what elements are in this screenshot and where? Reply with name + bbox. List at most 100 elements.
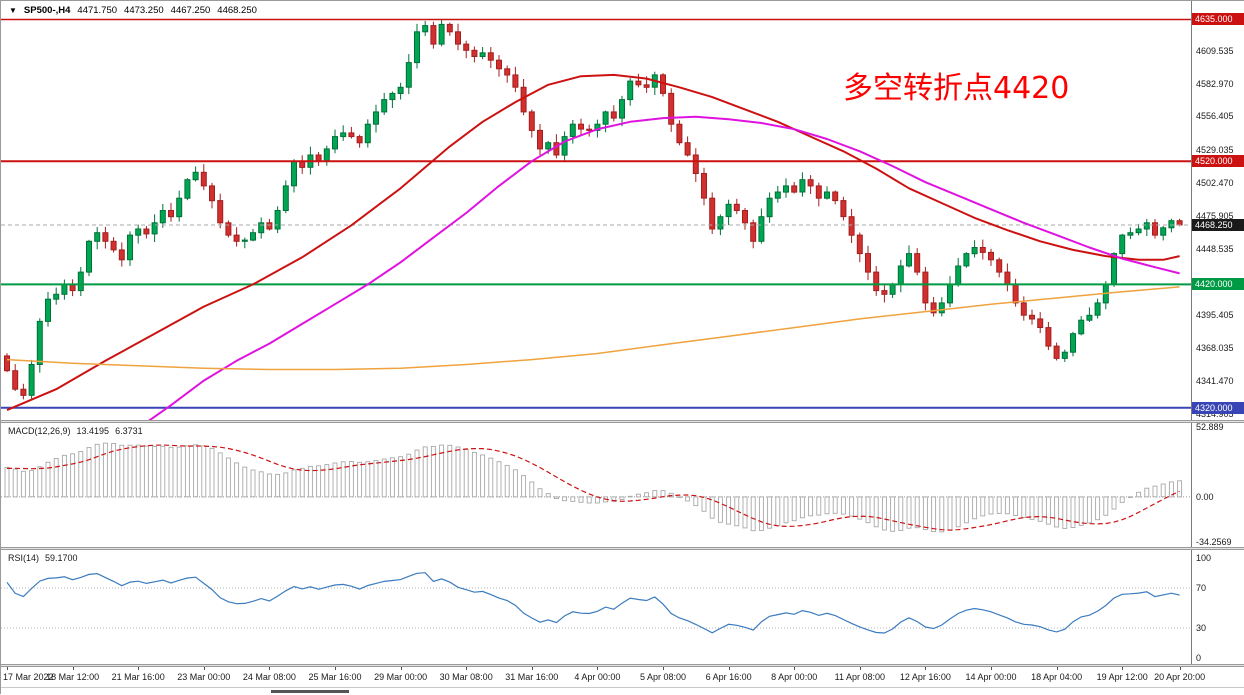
price-chart-panel: ▼ SP500-,H4 4471.750 4473.250 4467.250 4… <box>1 1 1191 420</box>
macd-histogram-bar <box>1136 491 1142 498</box>
time-tick <box>203 667 205 670</box>
price-badge: 4520.000 <box>1192 155 1244 168</box>
time-label: 11 Apr 08:00 <box>834 672 885 682</box>
macd-histogram-bar <box>996 496 1002 514</box>
macd-histogram-bar <box>455 446 461 498</box>
candle-bull <box>389 92 396 101</box>
macd-chart-canvas[interactable] <box>1 423 1191 547</box>
panel-splitter-1[interactable] <box>1 420 1244 423</box>
panel-splitter-2[interactable] <box>1 547 1244 550</box>
candle-bear <box>348 132 355 138</box>
candle-bear <box>4 355 10 372</box>
candle-bull <box>397 86 404 95</box>
candlestick-chart-canvas[interactable] <box>1 1 1191 420</box>
macd-histogram-bar <box>504 464 510 498</box>
rsi-axis[interactable]: 100 70 30 0 <box>1191 550 1244 664</box>
macd-histogram-bar <box>644 492 650 498</box>
time-tick <box>728 667 730 670</box>
macd-signal-value: 6.3731 <box>115 426 143 436</box>
quote-low: 4467.250 <box>170 5 211 16</box>
macd-histogram-bar <box>742 496 748 529</box>
candle-bull <box>1070 333 1076 353</box>
time-label: 5 Apr 08:00 <box>639 672 687 682</box>
candle-bear <box>807 179 814 187</box>
time-tick <box>663 667 664 670</box>
macd-histogram-bar <box>512 469 518 498</box>
macd-histogram-bar <box>816 496 822 516</box>
rsi-panel: RSI(14) 59.1700 <box>1 550 1191 664</box>
candle-bull <box>725 203 732 218</box>
candle-bear <box>914 253 921 273</box>
macd-histogram-bar <box>1054 496 1060 528</box>
macd-histogram-bar <box>537 488 543 498</box>
macd-histogram-bar <box>562 496 568 502</box>
time-tick <box>72 667 74 670</box>
macd-histogram-bar <box>45 461 51 498</box>
macd-histogram-bar <box>931 496 937 533</box>
horizontal-scrollbar-thumb[interactable] <box>271 690 349 693</box>
candle-bull <box>94 232 101 242</box>
candle-bear <box>832 191 839 202</box>
candle-bull <box>86 240 92 273</box>
price-badge: 4468.250 <box>1192 218 1244 231</box>
candle-bull <box>373 111 379 125</box>
rsi-scale-tick: 30 <box>1196 623 1207 633</box>
time-label: 17 Mar 2022 <box>3 672 54 682</box>
candle-bull <box>955 265 962 285</box>
macd-histogram-bar <box>717 496 723 523</box>
macd-histogram-bar <box>414 449 420 498</box>
macd-histogram-bar <box>1152 485 1158 498</box>
candle-bear <box>528 111 535 131</box>
price-tick: 4529.035 <box>1196 145 1234 156</box>
candle-bear <box>487 52 494 61</box>
time-tick <box>138 667 140 670</box>
candle-bear <box>709 197 716 230</box>
macd-histogram-bar <box>857 496 863 520</box>
annotation-text: 多空转折点4420 <box>843 71 1070 106</box>
macd-histogram-bar <box>193 444 199 498</box>
macd-histogram-bar <box>324 464 330 498</box>
price-tick: 4395.405 <box>1196 309 1234 320</box>
candle-bull <box>889 283 896 295</box>
candle-bull <box>766 197 773 218</box>
macd-histogram-bar <box>922 496 928 531</box>
candle-bull <box>45 298 51 322</box>
time-tick <box>1179 667 1181 670</box>
candle-bull <box>1078 319 1085 335</box>
time-axis[interactable]: 17 Mar 2022 18 Mar 12:00 21 Mar 16:00 23 Ma… <box>1 667 1244 687</box>
candle-bear <box>840 200 847 218</box>
macd-histogram-bar <box>471 451 477 498</box>
price-axis[interactable]: 4609.535 4582.970 4556.405 4529.035 4502.470… <box>1191 1 1244 420</box>
candle-bull <box>947 283 953 304</box>
candle-bull <box>897 265 904 285</box>
candle-bear <box>455 31 461 45</box>
macd-histogram-bar <box>627 495 633 498</box>
candle-bull <box>569 123 576 137</box>
time-tick <box>794 667 796 670</box>
ma-red <box>6 73 1180 412</box>
rsi-label: RSI(14) 59.1700 <box>8 553 78 563</box>
price-tick: 4609.535 <box>1196 45 1234 56</box>
candle-bull <box>1135 228 1142 234</box>
candle-bear <box>791 185 798 193</box>
macd-histogram-bar <box>1144 487 1150 498</box>
macd-histogram-bar <box>37 466 43 498</box>
rsi-chart-canvas[interactable] <box>1 550 1191 664</box>
macd-histogram-bar <box>381 458 387 498</box>
macd-histogram-bar <box>12 468 18 498</box>
chart-header: ▼ SP500-,H4 4471.750 4473.250 4467.250 4… <box>9 5 257 16</box>
macd-histogram-bar <box>619 496 625 500</box>
macd-histogram-bar <box>430 446 436 498</box>
macd-histogram-bar <box>890 496 896 532</box>
candle-bull <box>241 239 248 242</box>
macd-axis[interactable]: 52.889 0.00 -34.2569 <box>1191 423 1244 547</box>
candle-bear <box>873 271 880 292</box>
panel-splitter-3[interactable] <box>1 664 1244 667</box>
candle-bull <box>28 364 35 396</box>
ma-orange <box>6 286 1180 371</box>
macd-histogram-bar <box>586 496 592 504</box>
macd-histogram-bar <box>152 446 158 498</box>
time-tick <box>531 667 533 670</box>
symbol-dropdown-icon[interactable]: ▼ <box>9 6 17 15</box>
candle-bear <box>578 123 584 130</box>
